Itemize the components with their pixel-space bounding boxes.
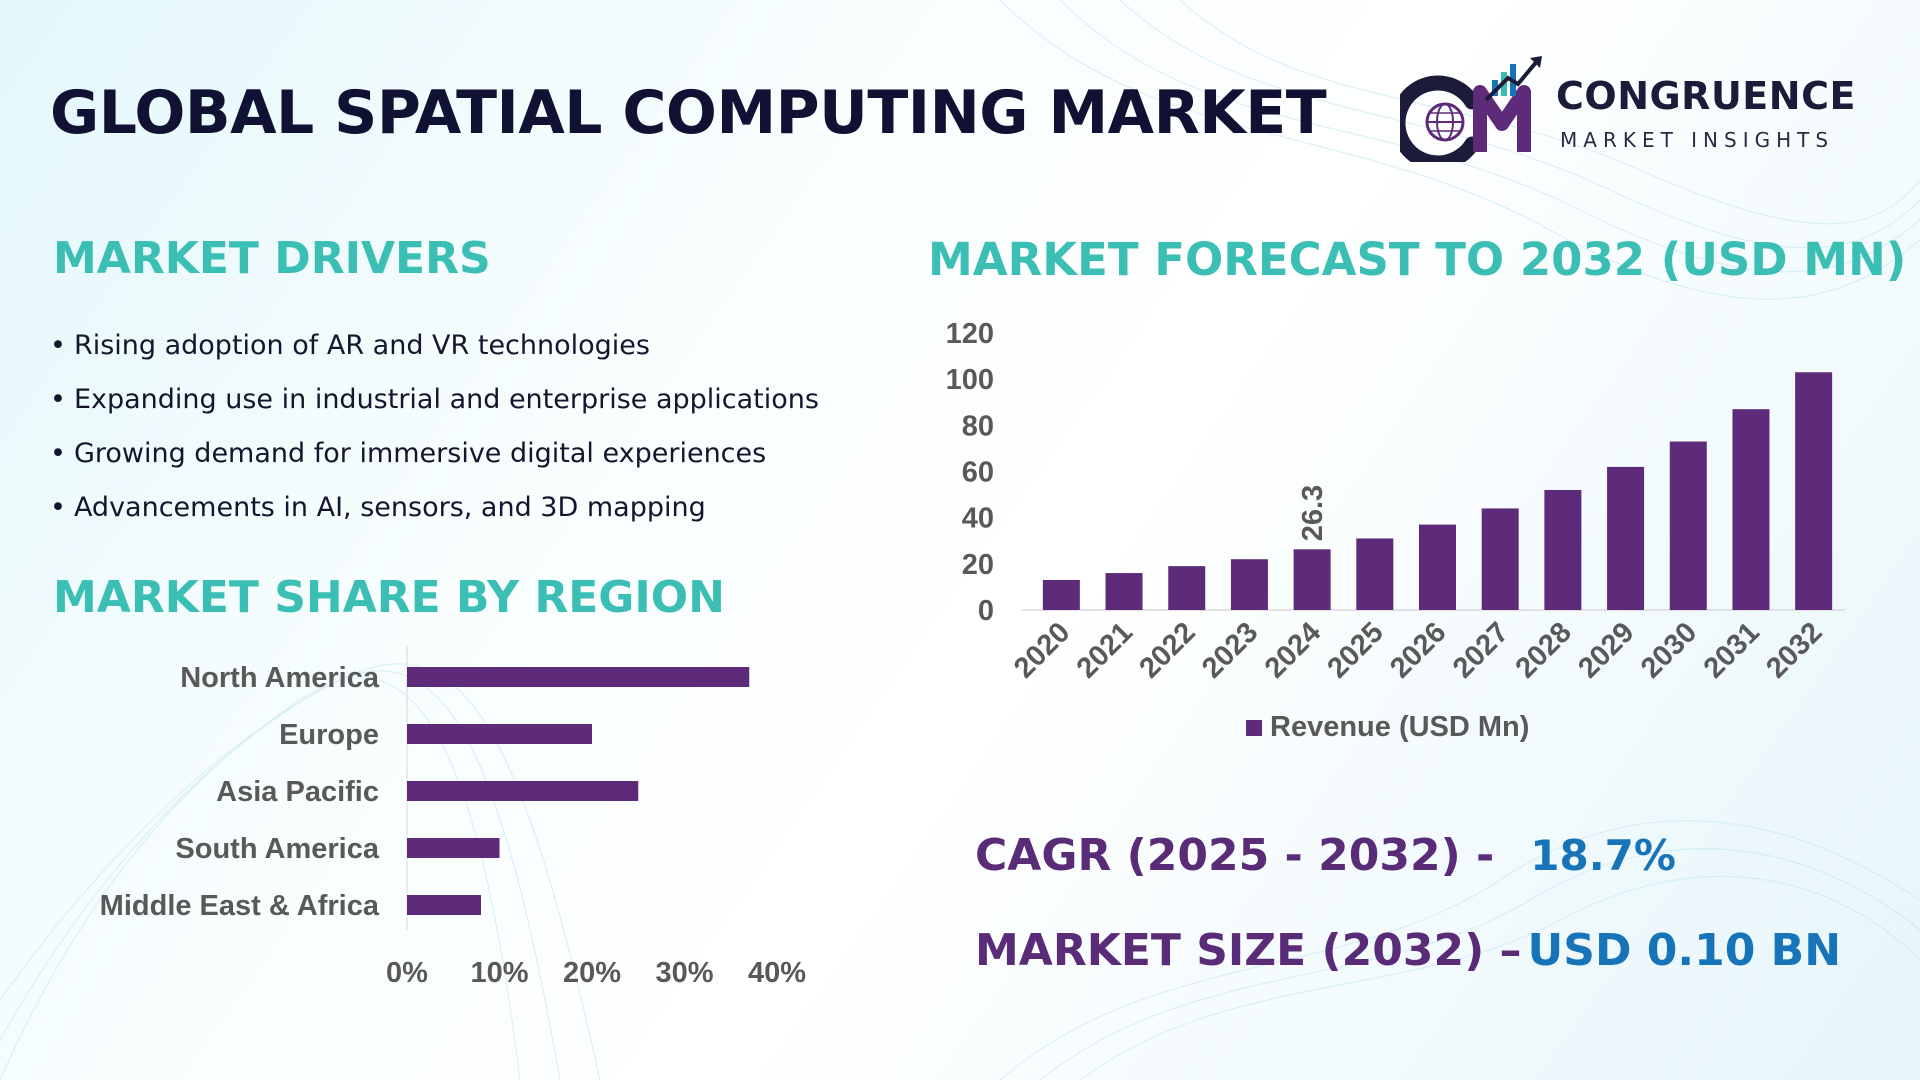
forecast-bar [1544,489,1582,610]
market-size-stat: MARKET SIZE (2032) – USD 0.10 BN [975,925,1841,976]
forecast-x-tick: 2023 [1196,616,1264,684]
forecast-x-tick: 2032 [1760,616,1828,684]
company-logo: CONGRUENCE MARKET INSIGHTS [1400,52,1870,162]
forecast-bar [1732,409,1770,610]
forecast-bar [1481,508,1519,610]
driver-item: • Advancements in AI, sensors, and 3D map… [50,486,819,540]
region-bar [407,781,639,801]
forecast-bar [1356,538,1394,610]
market-size-value: USD 0.10 BN [1527,925,1842,976]
forecast-bar [1669,441,1707,610]
cagr-value: 18.7% [1530,831,1676,880]
forecast-bar [1293,549,1331,610]
legend-label: Revenue (USD Mn) [1270,711,1529,743]
drivers-heading: MARKET DRIVERS [53,233,491,284]
region-label: Asia Pacific [216,776,379,808]
forecast-y-tick: 60 [962,457,994,489]
forecast-x-tick: 2024 [1259,616,1327,684]
region-label: Europe [279,719,379,751]
region-share-chart: North America Europe Asia Pacific South Ame… [100,645,806,989]
region-bar [407,838,500,858]
forecast-y-tick: 100 [946,364,994,396]
forecast-x-tick: 2028 [1510,616,1578,684]
bullet-icon: • [50,438,66,469]
forecast-x-tick: 2029 [1572,616,1640,684]
forecast-bar [1607,466,1645,610]
forecast-bar [1168,566,1206,610]
cagr-label: CAGR (2025 - 2032) - [975,830,1495,881]
region-label: North America [180,662,380,694]
forecast-y-tick: 120 [946,318,994,350]
legend-swatch [1246,720,1262,736]
forecast-x-tick: 2022 [1133,616,1201,684]
forecast-bar [1419,524,1456,610]
driver-item: • Expanding use in industrial and enterpr… [50,378,819,432]
driver-item: • Rising adoption of AR and VR technologi… [50,324,819,378]
forecast-data-label: 26.3 [1297,485,1329,541]
forecast-bar [1230,559,1268,610]
cagr-stat: CAGR (2025 - 2032) - 18.7% [975,830,1676,881]
region-heading: MARKET SHARE BY REGION [53,572,725,623]
forecast-x-tick: 2031 [1698,616,1766,684]
forecast-bar [1795,372,1833,610]
globe-icon [1400,56,1542,162]
forecast-x-tick: 2025 [1322,616,1390,684]
forecast-y-tick: 80 [962,410,994,442]
region-bar [407,724,592,744]
region-x-tick: 0% [386,957,428,989]
region-x-tick: 30% [655,957,713,989]
driver-text: Expanding use in industrial and enterpri… [73,384,819,415]
logo-tagline: MARKET INSIGHTS [1560,128,1835,152]
forecast-x-tick: 2030 [1635,616,1703,684]
region-bar [407,667,750,687]
driver-item: • Growing demand for immersive digital ex… [50,432,819,486]
logo-name: CONGRUENCE [1556,74,1856,118]
driver-text: Growing demand for immersive digital exp… [73,438,767,469]
forecast-x-tick: 2027 [1447,616,1515,684]
region-label: Middle East & Africa [100,890,380,922]
page-title: GLOBAL SPATIAL COMPUTING MARKET [50,78,1327,148]
forecast-bar [1105,573,1143,610]
forecast-y-tick: 40 [962,503,994,535]
bullet-icon: • [50,492,66,523]
drivers-list: • Rising adoption of AR and VR technologi… [50,324,819,540]
region-x-tick: 10% [470,957,528,989]
forecast-heading: MARKET FORECAST TO 2032 (USD MN) [928,233,1907,286]
market-size-label: MARKET SIZE (2032) – [975,925,1522,976]
bullet-icon: • [50,384,66,415]
region-x-tick: 40% [748,957,806,989]
forecast-x-tick: 2026 [1384,616,1452,684]
driver-text: Advancements in AI, sensors, and 3D mapp… [73,492,706,523]
forecast-x-tick: 2021 [1071,616,1139,684]
driver-text: Rising adoption of AR and VR technologie… [73,330,650,361]
forecast-y-tick: 20 [962,549,994,581]
bullet-icon: • [50,330,66,361]
region-label: South America [175,833,379,865]
region-bar [407,895,481,915]
forecast-x-tick: 2020 [1008,616,1076,684]
revenue-forecast-chart: 0204060801001202020202120222023202420252… [946,318,1845,743]
forecast-bar [1042,579,1080,610]
forecast-y-tick: 0 [978,595,994,627]
region-x-tick: 20% [563,957,621,989]
